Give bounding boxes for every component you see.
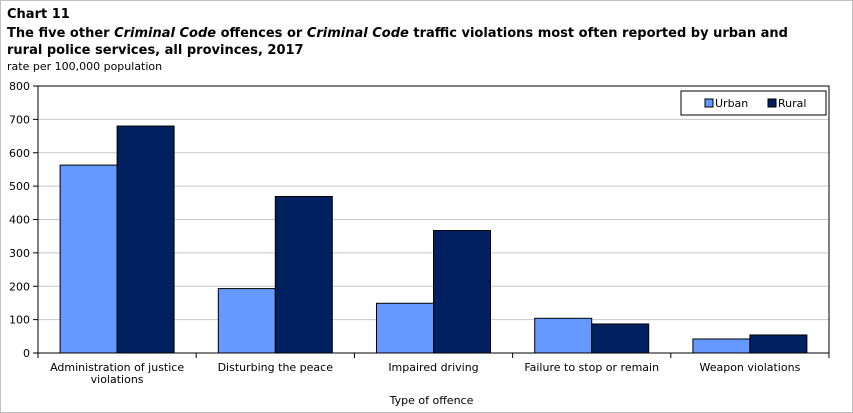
y-tick-label: 500	[9, 180, 30, 193]
y-tick-label: 0	[23, 347, 30, 360]
title-segment: offences or	[216, 26, 307, 41]
chart-number: Chart 11	[7, 7, 70, 22]
y-tick-label: 800	[9, 80, 30, 93]
title-segment: The five other	[7, 26, 115, 41]
y-tick-label: 300	[9, 247, 30, 260]
legend-box	[680, 90, 827, 116]
bar-urban	[534, 317, 593, 354]
bar-rural	[433, 230, 491, 354]
legend-swatch-urban	[704, 98, 714, 108]
y-tick-label: 100	[9, 314, 30, 327]
y-tick-label: 600	[9, 147, 30, 160]
y-axis-unit: rate per 100,000 population	[7, 60, 163, 73]
x-tick-label: Disturbing the peace	[218, 361, 334, 374]
bar-rural	[116, 125, 175, 354]
bar-urban	[376, 302, 434, 354]
y-tick-label: 700	[9, 113, 30, 126]
title-segment: Criminal Code	[114, 26, 217, 41]
x-tick-label: violations	[91, 373, 144, 386]
y-tick-label: 200	[9, 280, 30, 293]
x-tick-label: Failure to stop or remain	[524, 361, 659, 374]
x-tick-label: Administration of justice	[50, 361, 184, 374]
bar-urban	[692, 338, 751, 354]
bar-urban	[217, 288, 276, 354]
bar-rural	[591, 323, 650, 354]
bar-rural	[749, 334, 808, 354]
x-tick-label: Impaired driving	[388, 361, 478, 374]
legend-label-urban: Urban	[715, 97, 748, 110]
legend-label-rural: Rural	[778, 97, 806, 110]
plot-frame	[37, 85, 830, 354]
title-segment: Criminal Code	[306, 26, 409, 41]
bar-urban	[59, 164, 118, 354]
y-tick-label: 400	[9, 214, 30, 227]
x-axis-title: Type of offence	[389, 394, 474, 407]
x-tick-label: Weapon violations	[699, 361, 800, 374]
chart-title: The five other Criminal Code offences or…	[7, 25, 827, 59]
legend-swatch-rural	[767, 98, 777, 108]
title-segment: traffic violations most often reported b…	[7, 26, 788, 58]
bar-rural	[274, 195, 333, 354]
